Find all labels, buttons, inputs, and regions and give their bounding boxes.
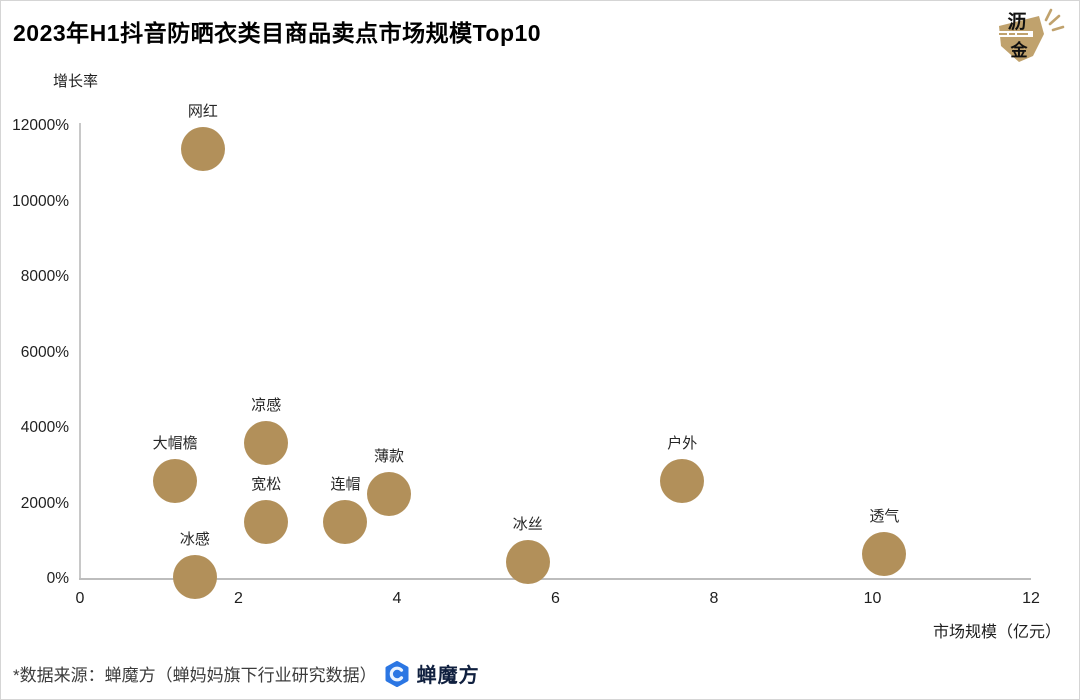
y-axis-tick-label: 0% bbox=[46, 570, 69, 587]
logo-tagline-band bbox=[997, 31, 1033, 37]
x-axis-tick-label: 2 bbox=[234, 590, 243, 607]
bubble-网红 bbox=[180, 126, 225, 171]
chanmofang-logo-icon bbox=[385, 660, 409, 687]
bubble-透气 bbox=[862, 532, 907, 577]
logo-char-top: 沥 bbox=[1007, 11, 1026, 33]
sparkle-icon bbox=[1044, 8, 1065, 32]
y-axis-title: 增长率 bbox=[53, 73, 99, 90]
data-source-text: *数据来源：蝉魔方（蝉妈妈旗下行业研究数据） bbox=[13, 666, 377, 685]
y-axis-tick-label: 8000% bbox=[20, 268, 69, 285]
bubble-label: 连帽 bbox=[330, 476, 361, 494]
x-axis-tick-label: 0 bbox=[75, 590, 85, 607]
bubble-连帽 bbox=[323, 500, 368, 545]
x-axis-tick-label: 8 bbox=[709, 590, 719, 607]
footer: *数据来源：蝉魔方（蝉妈妈旗下行业研究数据） 蝉魔方 bbox=[13, 659, 480, 688]
bubble-label: 网红 bbox=[187, 102, 218, 120]
x-axis-tick-label: 6 bbox=[551, 590, 560, 607]
page-title: 2023年H1抖音防晒衣类目商品卖点市场规模Top10 bbox=[13, 20, 542, 46]
bubble-label: 凉感 bbox=[251, 397, 282, 415]
lijin-logo-graphic: 沥 金 bbox=[997, 8, 1065, 62]
brand-name: 蝉魔方 bbox=[416, 665, 480, 687]
bubble-大帽檐 bbox=[153, 458, 198, 503]
bubble-户外 bbox=[660, 458, 705, 503]
bubble-label: 薄款 bbox=[374, 448, 405, 466]
x-axis-tick-label: 12 bbox=[1022, 590, 1040, 607]
bubble-宽松 bbox=[244, 500, 289, 545]
lijin-logo-shape bbox=[999, 16, 1044, 62]
x-axis-tick-label: 10 bbox=[863, 590, 882, 607]
bubble-凉感 bbox=[244, 421, 289, 466]
bubble-label: 冰丝 bbox=[512, 516, 543, 533]
bubble-label: 宽松 bbox=[251, 476, 282, 494]
y-axis-line bbox=[79, 123, 81, 579]
bubble-label: 冰感 bbox=[179, 531, 210, 549]
bubble-label: 户外 bbox=[667, 434, 698, 452]
y-axis-tick-label: 6000% bbox=[20, 343, 69, 361]
y-axis-tick-label: 10000% bbox=[12, 192, 69, 210]
y-axis-tick-label: 2000% bbox=[20, 494, 69, 512]
logo-char-bottom: 金 bbox=[1010, 40, 1029, 60]
bubble-冰感 bbox=[172, 555, 217, 600]
lijin-logo: 沥 金 bbox=[989, 4, 1069, 68]
bubble-label: 透气 bbox=[869, 508, 900, 526]
bubble-薄款 bbox=[367, 472, 412, 517]
x-axis-tick-label: 4 bbox=[392, 590, 402, 607]
x-axis-line bbox=[79, 578, 1031, 580]
bubble-冰丝 bbox=[505, 540, 550, 584]
bubble-label: 大帽檐 bbox=[152, 434, 198, 452]
y-axis-tick-label: 4000% bbox=[20, 419, 69, 436]
x-axis-title: 市场规模（亿元） bbox=[932, 624, 1061, 641]
y-axis-tick-label: 12000% bbox=[12, 117, 69, 134]
